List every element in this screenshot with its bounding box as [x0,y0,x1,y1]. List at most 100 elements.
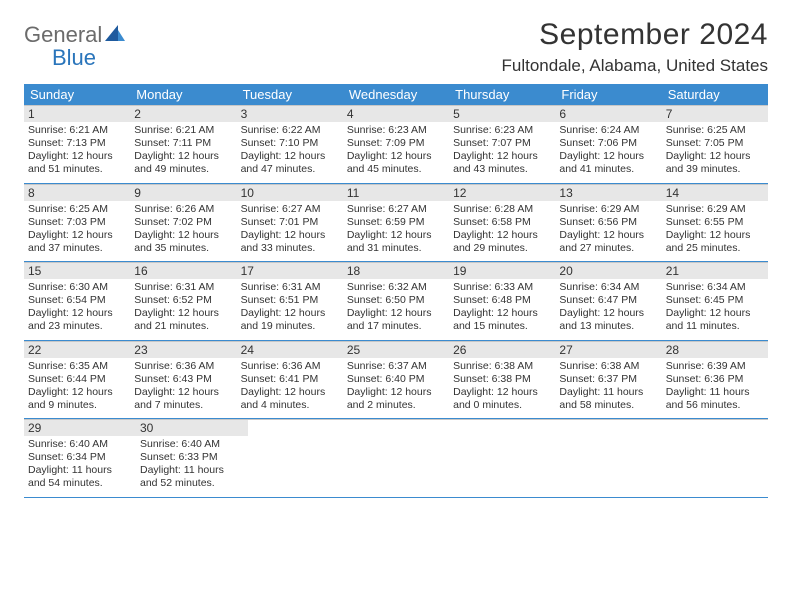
d2-line: and 9 minutes. [28,399,126,412]
day-number: 13 [555,185,661,201]
day-number: 16 [130,263,236,279]
day-cell: 14Sunrise: 6:29 AMSunset: 6:55 PMDayligh… [662,185,768,262]
week-row: 8Sunrise: 6:25 AMSunset: 7:03 PMDaylight… [24,184,768,263]
location-text: Fultondale, Alabama, United States [502,56,769,76]
day-number: 10 [237,185,343,201]
day-cell: 12Sunrise: 6:28 AMSunset: 6:58 PMDayligh… [449,185,555,262]
sunrise-line: Sunrise: 6:27 AM [241,203,339,216]
d2-line: and 0 minutes. [453,399,551,412]
sunrise-line: Sunrise: 6:35 AM [28,360,126,373]
sunset-line: Sunset: 7:09 PM [347,137,445,150]
sunrise-line: Sunrise: 6:34 AM [666,281,764,294]
day-number: 27 [555,342,661,358]
dow-cell: Saturday [662,84,768,105]
sunrise-line: Sunrise: 6:30 AM [28,281,126,294]
d1-line: Daylight: 12 hours [453,150,551,163]
dow-cell: Thursday [449,84,555,105]
day-number: 2 [130,106,236,122]
day-number: 9 [130,185,236,201]
d2-line: and 43 minutes. [453,163,551,176]
sunrise-line: Sunrise: 6:27 AM [347,203,445,216]
sunset-line: Sunset: 6:45 PM [666,294,764,307]
day-number: 7 [662,106,768,122]
day-cell: 20Sunrise: 6:34 AMSunset: 6:47 PMDayligh… [555,263,661,340]
sunrise-line: Sunrise: 6:40 AM [28,438,132,451]
sunrise-line: Sunrise: 6:36 AM [134,360,232,373]
d2-line: and 13 minutes. [559,320,657,333]
d1-line: Daylight: 12 hours [241,229,339,242]
sunrise-line: Sunrise: 6:39 AM [666,360,764,373]
sunrise-line: Sunrise: 6:21 AM [28,124,126,137]
day-number: 24 [237,342,343,358]
sunrise-line: Sunrise: 6:40 AM [140,438,244,451]
day-number: 1 [24,106,130,122]
d1-line: Daylight: 12 hours [241,386,339,399]
empty-cell [664,420,768,497]
d2-line: and 51 minutes. [28,163,126,176]
d1-line: Daylight: 12 hours [347,229,445,242]
day-cell: 22Sunrise: 6:35 AMSunset: 6:44 PMDayligh… [24,342,130,419]
sunset-line: Sunset: 6:43 PM [134,373,232,386]
brand-word1: General [24,22,102,47]
sunset-line: Sunset: 6:40 PM [347,373,445,386]
sunrise-line: Sunrise: 6:26 AM [134,203,232,216]
day-cell: 18Sunrise: 6:32 AMSunset: 6:50 PMDayligh… [343,263,449,340]
d2-line: and 52 minutes. [140,477,244,490]
sunrise-line: Sunrise: 6:36 AM [241,360,339,373]
d2-line: and 37 minutes. [28,242,126,255]
day-number: 23 [130,342,236,358]
d2-line: and 47 minutes. [241,163,339,176]
day-number: 30 [136,420,248,436]
week-row: 15Sunrise: 6:30 AMSunset: 6:54 PMDayligh… [24,262,768,341]
d1-line: Daylight: 12 hours [559,229,657,242]
day-cell: 13Sunrise: 6:29 AMSunset: 6:56 PMDayligh… [555,185,661,262]
week-row: 29Sunrise: 6:40 AMSunset: 6:34 PMDayligh… [24,419,768,498]
day-number: 3 [237,106,343,122]
day-number: 18 [343,263,449,279]
empty-cell [560,420,664,497]
sunset-line: Sunset: 6:44 PM [28,373,126,386]
day-cell: 28Sunrise: 6:39 AMSunset: 6:36 PMDayligh… [662,342,768,419]
d2-line: and 27 minutes. [559,242,657,255]
sunrise-line: Sunrise: 6:31 AM [241,281,339,294]
calendar-grid: SundayMondayTuesdayWednesdayThursdayFrid… [24,84,768,498]
d1-line: Daylight: 11 hours [28,464,132,477]
sunrise-line: Sunrise: 6:29 AM [666,203,764,216]
day-number: 5 [449,106,555,122]
sunrise-line: Sunrise: 6:38 AM [453,360,551,373]
day-cell: 6Sunrise: 6:24 AMSunset: 7:06 PMDaylight… [555,106,661,183]
day-cell: 24Sunrise: 6:36 AMSunset: 6:41 PMDayligh… [237,342,343,419]
sunrise-line: Sunrise: 6:37 AM [347,360,445,373]
day-cell: 25Sunrise: 6:37 AMSunset: 6:40 PMDayligh… [343,342,449,419]
day-cell: 19Sunrise: 6:33 AMSunset: 6:48 PMDayligh… [449,263,555,340]
d1-line: Daylight: 12 hours [453,307,551,320]
d2-line: and 41 minutes. [559,163,657,176]
day-number: 19 [449,263,555,279]
day-number: 20 [555,263,661,279]
d1-line: Daylight: 12 hours [134,150,232,163]
day-number: 28 [662,342,768,358]
dow-header-row: SundayMondayTuesdayWednesdayThursdayFrid… [24,84,768,105]
sunset-line: Sunset: 6:34 PM [28,451,132,464]
d1-line: Daylight: 12 hours [666,150,764,163]
d2-line: and 15 minutes. [453,320,551,333]
d1-line: Daylight: 12 hours [28,307,126,320]
sunrise-line: Sunrise: 6:32 AM [347,281,445,294]
day-cell: 15Sunrise: 6:30 AMSunset: 6:54 PMDayligh… [24,263,130,340]
day-number: 11 [343,185,449,201]
d1-line: Daylight: 11 hours [559,386,657,399]
day-number: 6 [555,106,661,122]
sunrise-line: Sunrise: 6:24 AM [559,124,657,137]
d1-line: Daylight: 12 hours [241,150,339,163]
sunrise-line: Sunrise: 6:23 AM [347,124,445,137]
d2-line: and 21 minutes. [134,320,232,333]
d1-line: Daylight: 11 hours [140,464,244,477]
day-cell: 27Sunrise: 6:38 AMSunset: 6:37 PMDayligh… [555,342,661,419]
sunset-line: Sunset: 7:03 PM [28,216,126,229]
dow-cell: Monday [130,84,236,105]
d2-line: and 23 minutes. [28,320,126,333]
sunset-line: Sunset: 7:06 PM [559,137,657,150]
month-title: September 2024 [502,18,769,52]
day-number: 12 [449,185,555,201]
d2-line: and 4 minutes. [241,399,339,412]
